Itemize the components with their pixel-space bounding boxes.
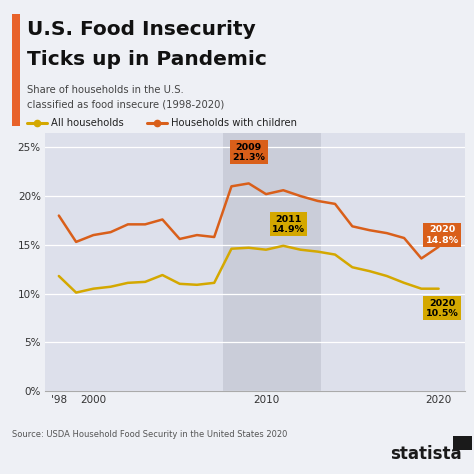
Text: Ticks up in Pandemic: Ticks up in Pandemic <box>27 50 267 69</box>
Text: 2009
21.3%: 2009 21.3% <box>232 143 265 162</box>
Text: Share of households in the U.S.
classified as food insecure (1998-2020): Share of households in the U.S. classifi… <box>27 85 225 109</box>
Text: 2011
14.9%: 2011 14.9% <box>272 215 305 234</box>
Text: statista: statista <box>391 445 462 463</box>
Bar <box>223 133 321 391</box>
Text: 2020
10.5%: 2020 10.5% <box>426 299 458 318</box>
Bar <box>453 436 472 450</box>
Text: 2020
14.8%: 2020 14.8% <box>426 226 459 245</box>
Bar <box>12 14 20 126</box>
Bar <box>45 133 223 391</box>
Text: U.S. Food Insecurity: U.S. Food Insecurity <box>27 20 256 39</box>
Text: All households: All households <box>51 118 124 128</box>
Text: Source: USDA Household Food Security in the United States 2020: Source: USDA Household Food Security in … <box>12 430 287 439</box>
Text: Households with children: Households with children <box>171 118 297 128</box>
Bar <box>321 133 465 391</box>
